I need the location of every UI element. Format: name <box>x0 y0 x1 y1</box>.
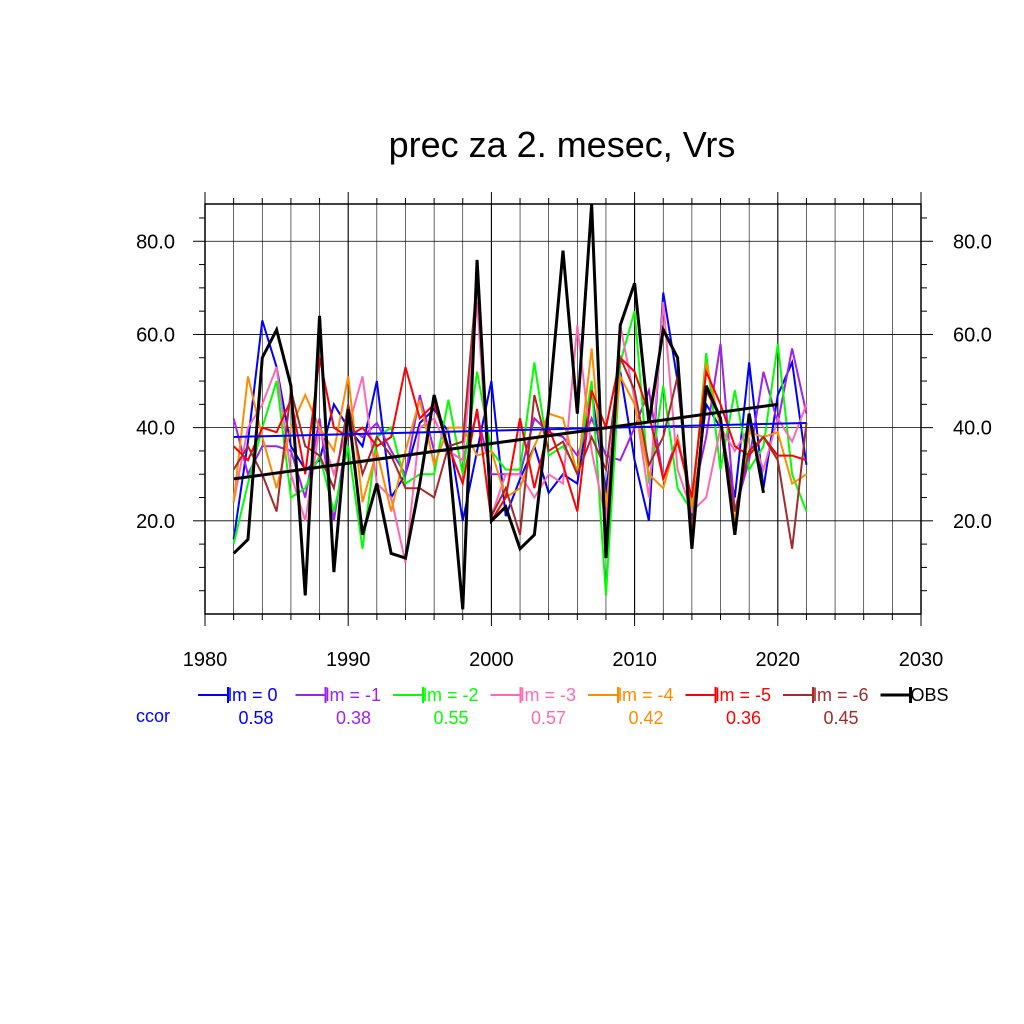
y-tick-label-right: 60.0 <box>953 324 992 346</box>
y-tick-label-left: 80.0 <box>136 231 175 253</box>
series-line-5 <box>232 355 807 524</box>
series-line-3 <box>232 301 808 563</box>
series-line-7 <box>232 203 765 610</box>
legend-label-5: lm = -5 <box>716 685 772 705</box>
y-tick-label-left: 20.0 <box>136 511 175 533</box>
legend-ccor-4: 0.42 <box>628 708 663 728</box>
y-tick-label-right: 40.0 <box>953 418 992 440</box>
x-tick-label: 1990 <box>326 649 371 671</box>
x-tick-label: 2020 <box>756 649 801 671</box>
series-group <box>232 203 808 610</box>
x-tick-label: 2000 <box>469 649 514 671</box>
legend-label-4: lm = -4 <box>618 685 674 705</box>
legend-ccor-6: 0.45 <box>823 708 858 728</box>
y-tick-label-left: 40.0 <box>136 418 175 440</box>
axes: 20.0 20.0 40.0 40.0 60.0 60.0 80.0 80.0 1980 1990… <box>136 192 992 671</box>
legend-ccor-2: 0.55 <box>433 708 468 728</box>
y-tick-label-right: 80.0 <box>953 231 992 253</box>
legend-ccor-1: 0.38 <box>336 708 371 728</box>
trend-line-7 <box>233 402 779 481</box>
trend-line-0 <box>233 421 807 438</box>
legend-label-6: lm = -6 <box>813 685 869 705</box>
y-tick-label-left: 60.0 <box>136 324 175 346</box>
legend: lm = 0 0.58 lm = -1 0.38 lm = -2 0.55 lm = -3 0… <box>198 685 949 728</box>
legend-label-1: lm = -1 <box>326 685 382 705</box>
legend-label-3: lm = -3 <box>521 685 577 705</box>
legend-ccor-5: 0.36 <box>726 708 761 728</box>
chart-title: prec za 2. mesec, Vrs <box>389 124 736 165</box>
x-tick-label: 1980 <box>183 649 228 671</box>
ccor-label: ccor <box>136 706 170 726</box>
legend-label-0: lm = 0 <box>228 685 278 705</box>
legend-label-2: lm = -2 <box>423 685 479 705</box>
legend-ccor-3: 0.57 <box>531 708 566 728</box>
plot-frame <box>204 203 922 615</box>
y-tick-label-right: 20.0 <box>953 511 992 533</box>
legend-ccor-0: 0.58 <box>238 708 273 728</box>
legend-label-7: OBS <box>911 685 949 705</box>
x-tick-label: 2010 <box>612 649 657 671</box>
x-tick-label: 2030 <box>899 649 944 671</box>
